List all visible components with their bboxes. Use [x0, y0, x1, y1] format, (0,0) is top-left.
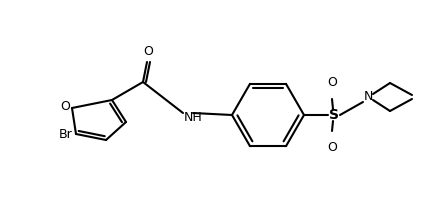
Text: Br: Br: [58, 127, 72, 140]
Text: O: O: [143, 45, 153, 58]
Text: O: O: [327, 76, 337, 89]
Text: NH: NH: [184, 111, 203, 124]
Text: S: S: [329, 108, 339, 122]
Text: O: O: [60, 100, 70, 113]
Text: O: O: [327, 141, 337, 154]
Text: N: N: [363, 91, 373, 103]
